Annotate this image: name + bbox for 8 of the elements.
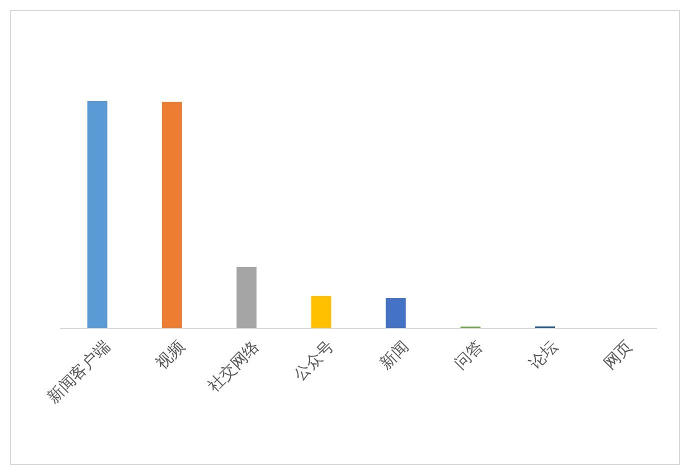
x-tick-label: 论坛 <box>526 338 562 373</box>
x-tick-label: 公众号 <box>291 338 338 384</box>
x-tick-label: 问答 <box>451 337 487 373</box>
x-tick-label: 新闻客户端 <box>44 337 114 407</box>
x-tick-label: 新闻 <box>376 337 412 373</box>
x-tick-label: 视频 <box>152 337 188 373</box>
x-tick-label: 社交网络 <box>204 337 263 396</box>
x-tick-label: 网页 <box>601 338 636 373</box>
